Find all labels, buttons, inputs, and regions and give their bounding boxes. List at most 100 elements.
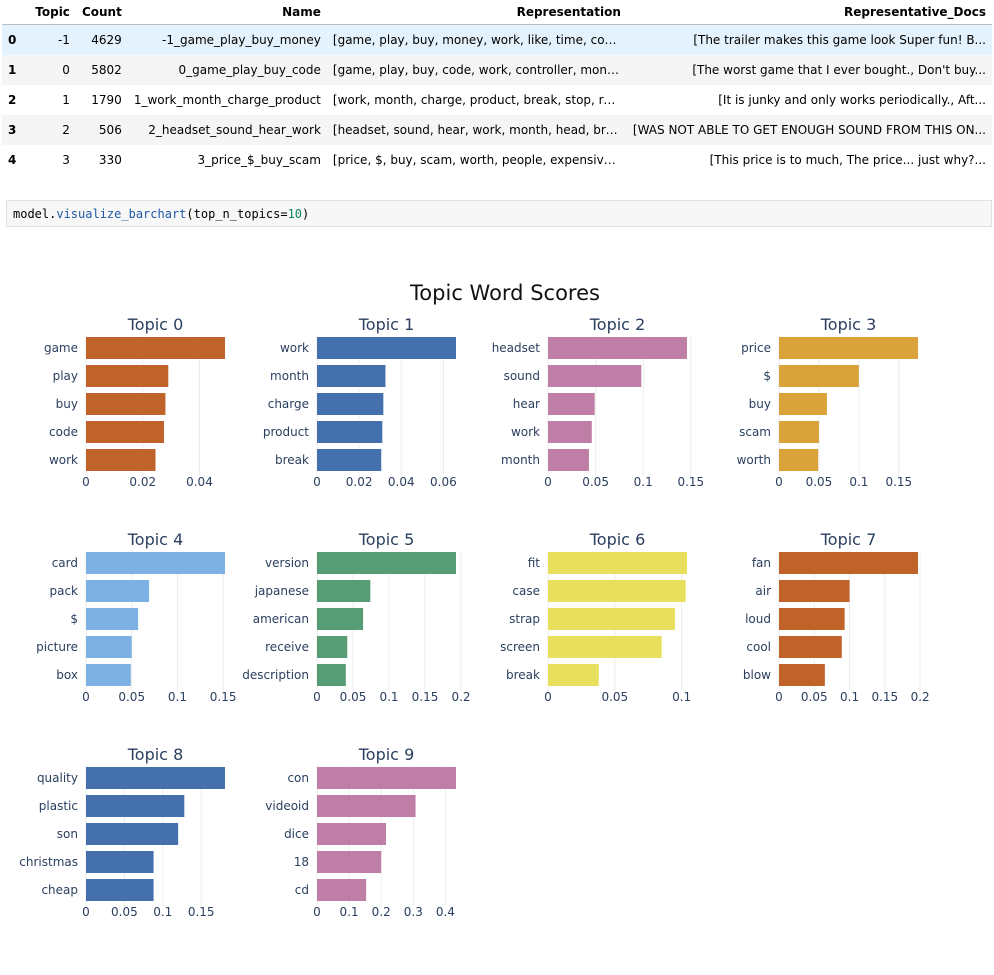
word-label: version [265,556,309,570]
bar [86,421,165,443]
subplot-topic-5: Topic 5 version japanese american receive des… [242,530,470,704]
word-label: loud [745,612,771,626]
bar [548,664,599,686]
word-label: fit [528,556,541,570]
word-label: break [275,453,309,467]
cell-topic: 3 [62,153,70,167]
bar [779,337,918,359]
bar [86,552,225,574]
word-label: work [49,453,78,467]
word-label: charge [268,397,309,411]
bar [779,365,859,387]
subplot-topic-1: Topic 1 work month charge product break 0 0.02 0… [263,315,457,489]
bar [548,337,687,359]
word-label: $ [70,612,78,626]
bar [317,636,348,658]
bar [548,608,675,630]
word-label: box [56,668,78,682]
cell-name: 3_price_$_buy_scam [197,153,321,167]
cell-representative-docs: [The worst game that I ever bought., Don… [626,55,992,85]
tick-label: 0.06 [430,475,457,489]
cell-count: 4629 [75,24,128,55]
tick-label: 0 [775,475,783,489]
table-row[interactable]: 3 2 506 2_headset_sound_hear_work [heads… [2,115,992,145]
bar [548,449,589,471]
word-label: product [263,425,309,439]
word-label: card [52,556,78,570]
bar [317,767,456,789]
cell-representative-docs: [It is junky and only works periodically… [718,93,986,107]
bar [86,767,225,789]
bar [548,552,687,574]
word-label: dice [284,827,309,841]
bar [317,365,386,387]
subplot-topic-4: Topic 4 card pack $ picture box 0 0.05 0.1 0.15 [36,530,236,704]
bar [317,337,456,359]
tick-label: 0.1 [849,475,868,489]
tick-label: 0.3 [404,905,423,919]
row-index: 0 [2,24,25,55]
table-row[interactable]: 2 1 1790 1_work_month_charge_product [wo… [2,85,992,115]
bar [317,421,383,443]
tick-label: 0 [82,905,90,919]
word-label: 18 [294,855,309,869]
tick-label: 0.05 [801,690,828,704]
table-row[interactable]: 1 0 5802 0_game_play_buy_code [game, pla… [2,55,992,85]
subplot-topic-6: Topic 6 fit case strap screen break 0 0.05 0.1 [500,530,691,704]
tick-label: 0.1 [379,690,398,704]
bar [548,393,595,415]
bar [317,393,384,415]
table-row[interactable]: 4 3 330 3_price_$_buy_scam [price, $, bu… [2,145,992,175]
word-label: blow [743,668,771,682]
word-label: japanese [254,584,309,598]
subplot-title: Topic 1 [358,315,415,334]
word-label: $ [763,369,771,383]
bar [779,449,819,471]
tick-label: 0.4 [436,905,455,919]
column-header-representation: Representation [326,0,627,25]
word-label: american [253,612,309,626]
tick-label: 0.2 [451,690,470,704]
tick-label: 0.05 [340,690,367,704]
subplot-title: Topic 7 [820,530,877,549]
cell-representation: [price, $, buy, scam, worth, people, exp… [332,153,623,167]
tick-label: 0.05 [118,690,145,704]
cell-name: -1_game_play_buy_money [127,24,327,55]
table-row[interactable]: 0 -1 4629 -1_game_play_buy_money [game, … [2,24,992,55]
word-label: christmas [19,855,78,869]
tick-label: 0.04 [186,475,213,489]
bar [86,879,154,901]
cell-representation: [game, play, buy, money, work, like, tim… [326,24,627,55]
tick-label: 0.1 [634,475,653,489]
word-label: strap [509,612,540,626]
tick-label: 0 [82,690,90,704]
tick-label: 0.05 [111,905,138,919]
word-label: play [53,369,78,383]
bar [779,636,842,658]
bar [317,552,456,574]
column-header-index [2,0,25,25]
cell-representation: [work, month, charge, product, break, st… [332,93,623,107]
bar [86,608,139,630]
subplot-title: Topic 0 [127,315,184,334]
subplot-topic-2: Topic 2 headset sound hear work month 0 0.05 0.1… [492,315,704,489]
word-label: quality [37,771,78,785]
word-label: month [270,369,309,383]
cell-count: 5802 [75,55,128,85]
cell-topic: 0 [24,55,76,85]
word-label: cd [295,883,309,897]
code-cell[interactable]: model.visualize_barchart(top_n_topics=10… [6,200,992,227]
word-label: son [57,827,78,841]
tick-label: 0.15 [677,475,704,489]
bar [317,823,387,845]
word-label: con [287,771,309,785]
bar [86,580,150,602]
cell-count: 330 [98,153,122,167]
bar [317,608,364,630]
bar [317,580,371,602]
word-label: pack [49,584,78,598]
tick-label: 0.15 [871,690,898,704]
word-label: scam [739,425,771,439]
code-keyword: top_n_topics [193,207,281,221]
bar [779,552,918,574]
